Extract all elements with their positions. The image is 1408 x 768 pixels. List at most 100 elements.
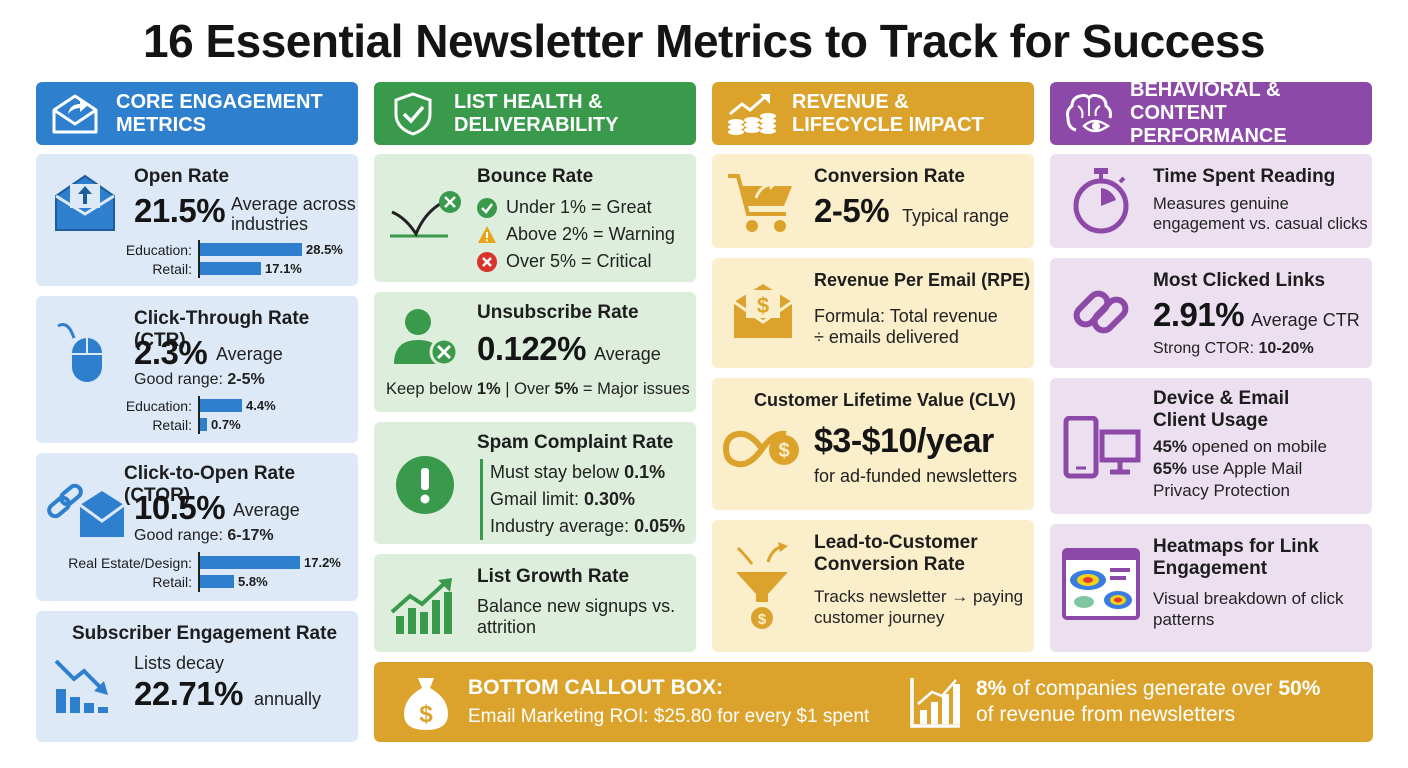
desc-line-1: Formula: Total revenue — [814, 306, 998, 326]
card-unsubscribe-rate: Unsubscribe Rate 0.122% Average Keep bel… — [374, 292, 696, 412]
metric-desc: Average across industries — [231, 194, 356, 234]
card-title: Conversion Rate — [814, 166, 965, 187]
item-text: Gmail limit: — [490, 489, 584, 509]
card-title: Unsubscribe Rate — [477, 302, 639, 323]
desc-line-2: patterns — [1153, 610, 1215, 629]
stat-line: 65% use Apple Mail — [1153, 458, 1327, 480]
email-dollar-icon: $ — [733, 284, 793, 338]
bar-axis — [198, 396, 200, 434]
card-title: Open Rate — [134, 166, 230, 187]
card-time-spent: Time Spent Reading Measures genuine enga… — [1050, 154, 1372, 248]
item-value: 0.1% — [624, 462, 666, 482]
item-text: Over 5% = Critical — [506, 251, 652, 271]
bar-value: 28.5% — [306, 242, 343, 257]
card-title: List Growth Rate — [477, 566, 630, 587]
chain-link-icon — [1073, 290, 1129, 334]
card-title: Time Spent Reading — [1153, 166, 1336, 187]
stat-value: 8% — [976, 677, 1007, 700]
metric-desc: Measures genuine engagement vs. casual c… — [1153, 194, 1368, 234]
note-text: | Over — [500, 380, 555, 398]
header-line-1: LIST HEALTH & — [454, 90, 603, 113]
bar — [200, 399, 242, 412]
x-circle-icon — [477, 251, 497, 272]
item-text: Industry average: — [490, 516, 635, 536]
user-remove-icon — [394, 309, 459, 367]
item-value: 0.30% — [584, 489, 636, 509]
metric-value: 21.5% — [134, 192, 226, 229]
metric-value: $3-$10/year — [814, 422, 994, 460]
bar-label: Education: — [125, 398, 192, 414]
desc-line-1: Tracks newsletter → paying — [814, 587, 1024, 606]
device-stats: 45% opened on mobile 65% use Apple Mail … — [1153, 436, 1327, 502]
note-value: 1% — [476, 380, 501, 398]
svg-text:$: $ — [419, 701, 433, 728]
column-header: REVENUE & LIFECYCLE IMPACT — [712, 82, 1034, 145]
note-value: 5% — [554, 380, 579, 398]
range-value: 6-17% — [227, 527, 274, 544]
stat-value: 45% — [1153, 437, 1188, 456]
item-text: Must stay below — [490, 462, 625, 482]
header-line-2: DELIVERABILITY — [454, 113, 619, 136]
header-line-1: REVENUE & — [792, 90, 909, 113]
bar-axis — [198, 552, 200, 592]
desc-line-2: engagement vs. casual clicks — [1153, 215, 1368, 233]
card-title: Click-to-Open Rate (CTOR) — [124, 463, 296, 506]
column-header: BEHAVIORAL & CONTENT PERFORMANCE — [1050, 79, 1372, 147]
desc-line-1: Balance new signups vs. — [477, 596, 676, 616]
envelope-upload-icon — [55, 174, 115, 231]
list-item: Gmail limit: 0.30% — [490, 486, 685, 513]
metric-desc: Average CTR — [1251, 310, 1360, 330]
link-envelope-icon — [47, 483, 125, 537]
list-item: Over 5% = Critical — [477, 248, 675, 275]
range-label: Good range: — [134, 371, 228, 388]
bar — [200, 575, 234, 588]
page-title: 16 Essential Newsletter Metrics to Track… — [143, 15, 1265, 67]
brain-eye-icon — [1066, 93, 1112, 132]
column-list-health: LIST HEALTH & DELIVERABILITY Bounce Rate … — [374, 82, 696, 652]
header-line-2: METRICS — [116, 113, 206, 136]
declining-chart-icon — [54, 659, 108, 713]
coins-growth-icon — [728, 93, 776, 135]
desc-line-2: attrition — [477, 617, 537, 637]
callout-heading: BOTTOM CALLOUT BOX: — [468, 676, 724, 699]
metric-desc: Typical range — [902, 206, 1010, 226]
card-revenue-per-email: $ Revenue Per Email (RPE) Formula: Total… — [712, 258, 1034, 368]
item-text: Above 2% = Warning — [506, 224, 675, 244]
desc-line-2: customer journey — [814, 608, 945, 627]
metric-desc: Balance new signups vs. attrition — [477, 596, 675, 638]
desc-line-2: industries — [231, 214, 309, 234]
devices-icon — [1063, 416, 1141, 479]
item-value: 0.05% — [634, 516, 686, 536]
funnel-icon: $ — [736, 542, 788, 629]
column-behavioral: BEHAVIORAL & CONTENT PERFORMANCE Time Spe… — [1050, 79, 1372, 652]
bar-label: Retail: — [152, 417, 192, 433]
unsub-note: Keep below 1% | Over 5% = Major issues — [386, 380, 690, 399]
metric-value: 10.5% — [134, 489, 226, 526]
list-item: Above 2% = Warning — [477, 221, 675, 248]
cart-icon — [728, 174, 792, 232]
stat-text: opened on mobile — [1187, 437, 1327, 456]
bottom-callout: $ BOTTOM CALLOUT BOX: Email Marketing RO… — [374, 662, 1373, 742]
desc-line-1: Visual breakdown of click — [1153, 589, 1344, 608]
card-title: Heatmaps for Link Engagement — [1153, 536, 1319, 580]
warning-icon — [478, 225, 496, 243]
bar-value: 0.7% — [211, 417, 241, 432]
sub-label: Strong CTOR: — [1153, 340, 1259, 357]
card-title: Device & Email Client Usage — [1153, 388, 1289, 432]
stat-text: of companies generate over — [1006, 677, 1279, 700]
svg-text:$: $ — [778, 440, 789, 462]
card-list-growth: List Growth Rate Balance new signups vs.… — [374, 554, 696, 652]
desc-line-1: Average across — [231, 194, 356, 214]
good-range: Good range: 6-17% — [134, 527, 274, 545]
list-item: Under 1% = Great — [477, 194, 675, 221]
svg-text:$: $ — [758, 611, 767, 628]
stat-line-1: 8% of companies generate over 50% — [976, 676, 1320, 702]
item-text: Under 1% = Great — [506, 197, 652, 217]
svg-text:$: $ — [757, 293, 769, 318]
card-title: Revenue Per Email (RPE) — [814, 270, 1031, 290]
list-item: Must stay below 0.1% — [490, 459, 685, 486]
callout-stat: 8% of companies generate over 50% of rev… — [976, 676, 1320, 728]
column-header: CORE ENGAGEMENT METRICS — [36, 82, 358, 145]
bar-chart-icon — [910, 678, 960, 728]
card-lead-to-customer: $ Lead-to-Customer Conversion Rate Track… — [712, 520, 1034, 652]
